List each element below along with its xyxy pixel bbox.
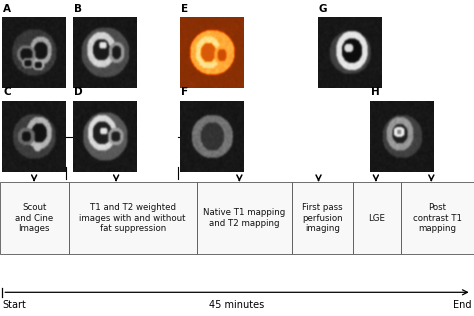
- Text: B: B: [74, 3, 82, 14]
- Text: End: End: [453, 300, 472, 310]
- Text: H: H: [371, 87, 379, 97]
- Text: Start: Start: [2, 300, 26, 310]
- Bar: [0, 182, 69, 254]
- Text: D: D: [74, 87, 83, 97]
- Text: F: F: [181, 87, 188, 97]
- Bar: [69, 182, 197, 254]
- Text: A: A: [3, 3, 11, 14]
- Text: T1 and T2 weighted
images with and without
fat suppression: T1 and T2 weighted images with and witho…: [80, 203, 186, 233]
- Text: Scout
and Cine
Images: Scout and Cine Images: [15, 203, 54, 233]
- Text: Post
contrast T1
mapping: Post contrast T1 mapping: [413, 203, 462, 233]
- Text: G: G: [319, 3, 327, 14]
- Text: C: C: [3, 87, 11, 97]
- Text: E: E: [181, 3, 188, 14]
- Text: First pass
perfusion
imaging: First pass perfusion imaging: [302, 203, 343, 233]
- Text: Native T1 mapping
and T2 mapping: Native T1 mapping and T2 mapping: [203, 208, 285, 228]
- Bar: [197, 182, 292, 254]
- Bar: [292, 182, 353, 254]
- Bar: [353, 182, 401, 254]
- Text: LGE: LGE: [368, 214, 385, 222]
- Bar: [401, 182, 474, 254]
- Text: 45 minutes: 45 minutes: [210, 300, 264, 310]
